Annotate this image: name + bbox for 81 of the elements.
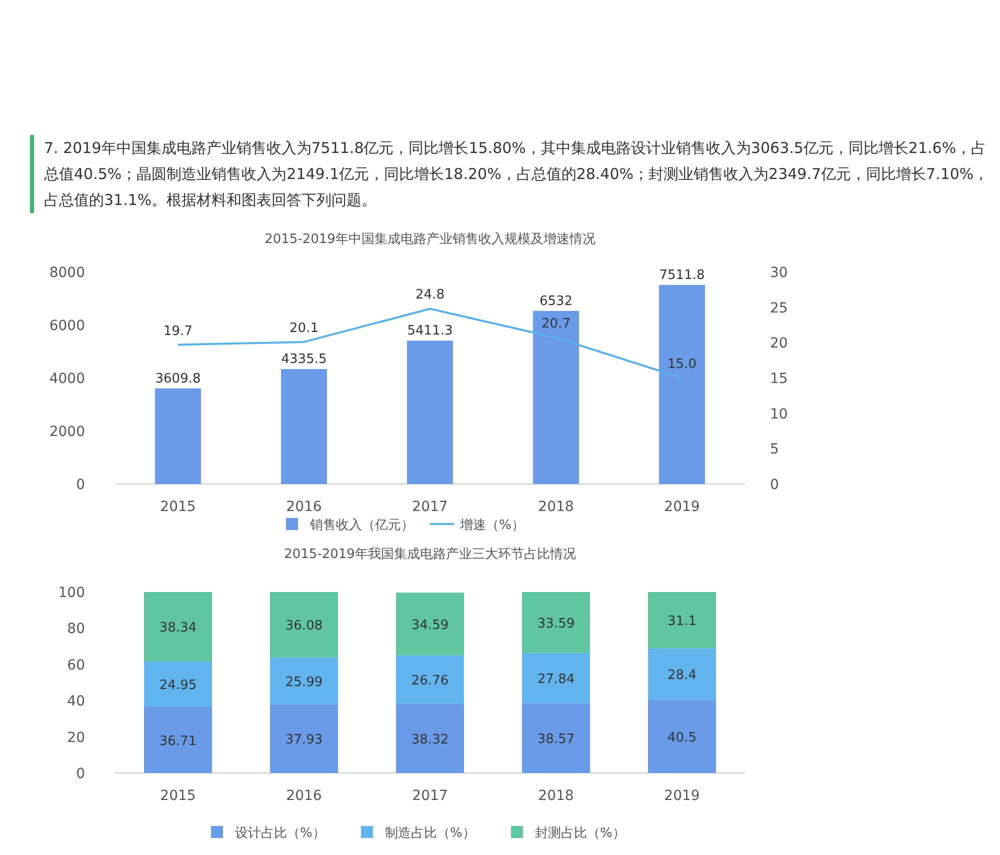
legend-label: 设计占比（%） bbox=[235, 826, 326, 841]
data-label: 20.7 bbox=[542, 316, 570, 332]
x-tick-label: 2016 bbox=[286, 499, 322, 515]
x-tick-label: 2017 bbox=[412, 788, 448, 804]
y-tick-label: 8000 bbox=[49, 265, 85, 281]
y2-tick-label: 15 bbox=[770, 371, 788, 387]
y-tick-label: 0 bbox=[76, 477, 85, 493]
x-tick-label: 2019 bbox=[664, 499, 700, 515]
data-label: 38.57 bbox=[537, 732, 575, 748]
bar bbox=[407, 340, 453, 484]
bar bbox=[155, 388, 201, 484]
bar bbox=[522, 592, 590, 653]
legend-label: 制造占比（%） bbox=[385, 826, 476, 841]
bar bbox=[648, 592, 716, 648]
bar bbox=[648, 648, 716, 700]
y2-tick-label: 0 bbox=[770, 477, 779, 493]
y-tick-label: 80 bbox=[67, 621, 85, 638]
y-tick-label: 0 bbox=[76, 766, 85, 782]
y2-tick-label: 20 bbox=[770, 336, 788, 352]
data-label: 31.1 bbox=[668, 614, 696, 630]
data-label: 25.99 bbox=[285, 674, 323, 690]
data-label: 37.93 bbox=[285, 732, 323, 748]
y2-tick-label: 25 bbox=[770, 300, 788, 316]
x-tick-label: 2017 bbox=[412, 499, 448, 515]
x-tick-label: 2015 bbox=[160, 788, 196, 804]
data-label: 36.71 bbox=[159, 734, 197, 749]
bar bbox=[144, 592, 212, 662]
data-label: 36.08 bbox=[285, 618, 323, 634]
data-label: 20.1 bbox=[290, 320, 318, 336]
bar bbox=[281, 369, 327, 484]
bar bbox=[144, 706, 212, 773]
data-label: 27.84 bbox=[537, 672, 575, 687]
data-label: 26.76 bbox=[411, 673, 449, 688]
bar bbox=[270, 657, 338, 704]
data-label: 40.5 bbox=[668, 730, 696, 746]
bar bbox=[533, 310, 579, 484]
data-label: 7511.8 bbox=[659, 268, 705, 283]
bar bbox=[270, 592, 338, 658]
y-tick-label: 60 bbox=[67, 657, 85, 674]
bar bbox=[396, 655, 464, 704]
data-label: 4335.5 bbox=[281, 352, 327, 368]
x-tick-label: 2018 bbox=[538, 499, 574, 515]
y2-tick-label: 5 bbox=[770, 442, 779, 458]
data-label: 24.8 bbox=[416, 288, 444, 303]
y-tick-label: 100 bbox=[58, 585, 85, 601]
bar bbox=[144, 661, 212, 707]
data-label: 3609.8 bbox=[155, 371, 201, 386]
bar bbox=[522, 652, 590, 704]
x-tick-label: 2018 bbox=[538, 788, 574, 804]
chart-title: 2015-2019年我国集成电路产业三大环节占比情况 bbox=[284, 547, 576, 562]
bar bbox=[396, 592, 464, 656]
data-label: 5411.3 bbox=[407, 324, 453, 339]
x-tick-label: 2016 bbox=[286, 788, 322, 804]
legend-label: 销售收入（亿元） bbox=[309, 518, 414, 533]
y2-tick-label: 30 bbox=[770, 265, 788, 281]
x-tick-label: 2019 bbox=[664, 788, 700, 804]
data-label: 34.59 bbox=[411, 618, 449, 633]
bar bbox=[659, 284, 705, 484]
text: 7. 2019年中国集成电路产业销售收入为7511.8亿元，同比增长15.80%，其中集成电路设计业销售收入为3063.5亿元，同比增长21.6%，占总值40.5%；晶圆制造业销售收入为2149.1亿元，同比增长18.20%，占总值的28.40%；封测业销售收入为2349.7亿元，同比增长7.10%，占总值的31.1%。根据材料和图表回答下列问题。 bbox=[30, 135, 994, 213]
x-tick-label: 2015 bbox=[160, 499, 196, 515]
y-tick-label: 4000 bbox=[49, 371, 85, 387]
y-tick-label: 6000 bbox=[49, 318, 85, 334]
data-label: 19.7 bbox=[164, 324, 192, 339]
bar bbox=[648, 700, 716, 773]
y-tick-label: 20 bbox=[67, 730, 85, 746]
y2-tick-label: 10 bbox=[770, 406, 788, 422]
bar bbox=[270, 704, 338, 773]
y-tick-label: 40 bbox=[67, 694, 85, 710]
legend-label: 封测占比（%） bbox=[535, 826, 626, 841]
data-label: 38.32 bbox=[411, 732, 449, 748]
chart-title: 2015-2019年中国集成电路产业销售收入规模及增速情况 bbox=[264, 232, 596, 247]
data-label: 28.4 bbox=[668, 668, 696, 683]
bar bbox=[522, 703, 590, 773]
data-label: 6532 bbox=[539, 294, 573, 309]
y-tick-label: 2000 bbox=[49, 424, 85, 440]
bar bbox=[396, 704, 464, 773]
data-label: 24.95 bbox=[159, 678, 197, 693]
legend-label: 增速（%） bbox=[459, 518, 524, 533]
data-label: 33.59 bbox=[537, 616, 575, 632]
data-label: 15.0 bbox=[668, 357, 696, 372]
data-label: 38.34 bbox=[159, 620, 197, 636]
